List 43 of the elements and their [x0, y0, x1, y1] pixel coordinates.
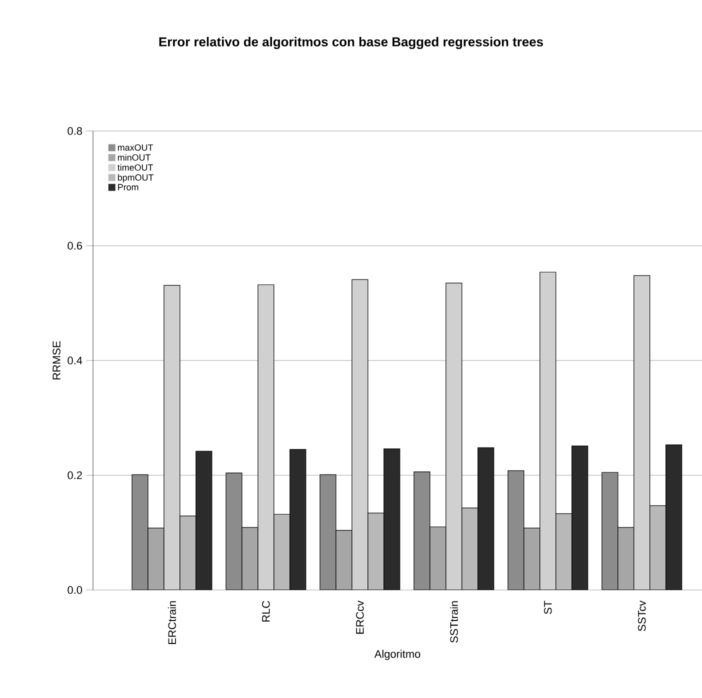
bar — [384, 448, 400, 590]
bar — [352, 279, 368, 590]
y-tick-label: 0.8 — [68, 127, 82, 135]
bar — [602, 472, 618, 590]
y-tick-label: 0.2 — [68, 471, 82, 480]
y-tick-label: 0.0 — [68, 586, 82, 594]
bar — [572, 446, 588, 590]
bar — [226, 472, 242, 590]
bar — [242, 527, 258, 590]
bar — [290, 449, 306, 590]
x-axis-title: Algoritmo — [374, 650, 420, 660]
bar — [446, 282, 462, 590]
bar — [336, 530, 352, 590]
legend-label: bpmOUT — [118, 174, 154, 182]
bar — [196, 450, 212, 590]
bar — [164, 285, 180, 590]
bar — [634, 275, 650, 590]
legend-label: minOUT — [118, 154, 151, 161]
x-tick-label: ERCcv — [356, 600, 364, 634]
chart-title: Error relativo de algoritmos con base Bagged regression trees — [159, 36, 543, 50]
legend-label: timeOUT — [118, 164, 154, 171]
bar — [148, 528, 164, 590]
legend-label: Prom — [118, 184, 138, 190]
bar — [258, 284, 274, 590]
x-tick-label: ERCtrain — [168, 601, 176, 644]
bar — [666, 444, 682, 590]
bar — [132, 474, 148, 590]
bar — [524, 528, 540, 590]
bar — [320, 474, 336, 590]
bar — [618, 527, 634, 590]
x-tick-label: RLC — [262, 600, 270, 622]
bar — [540, 272, 556, 590]
bar — [430, 526, 446, 590]
bar — [508, 470, 524, 590]
bar — [414, 471, 430, 590]
bar — [478, 447, 494, 590]
x-tick-label: SSTtrain — [450, 601, 458, 643]
y-tick-label: 0.6 — [68, 242, 82, 250]
y-axis-title: RRMSE — [52, 341, 60, 380]
y-tick-label: 0.4 — [68, 356, 82, 364]
legend-label: maxOUT — [118, 144, 154, 151]
x-tick-label: SSTcv — [638, 600, 646, 632]
x-tick-label: ST — [544, 600, 552, 614]
